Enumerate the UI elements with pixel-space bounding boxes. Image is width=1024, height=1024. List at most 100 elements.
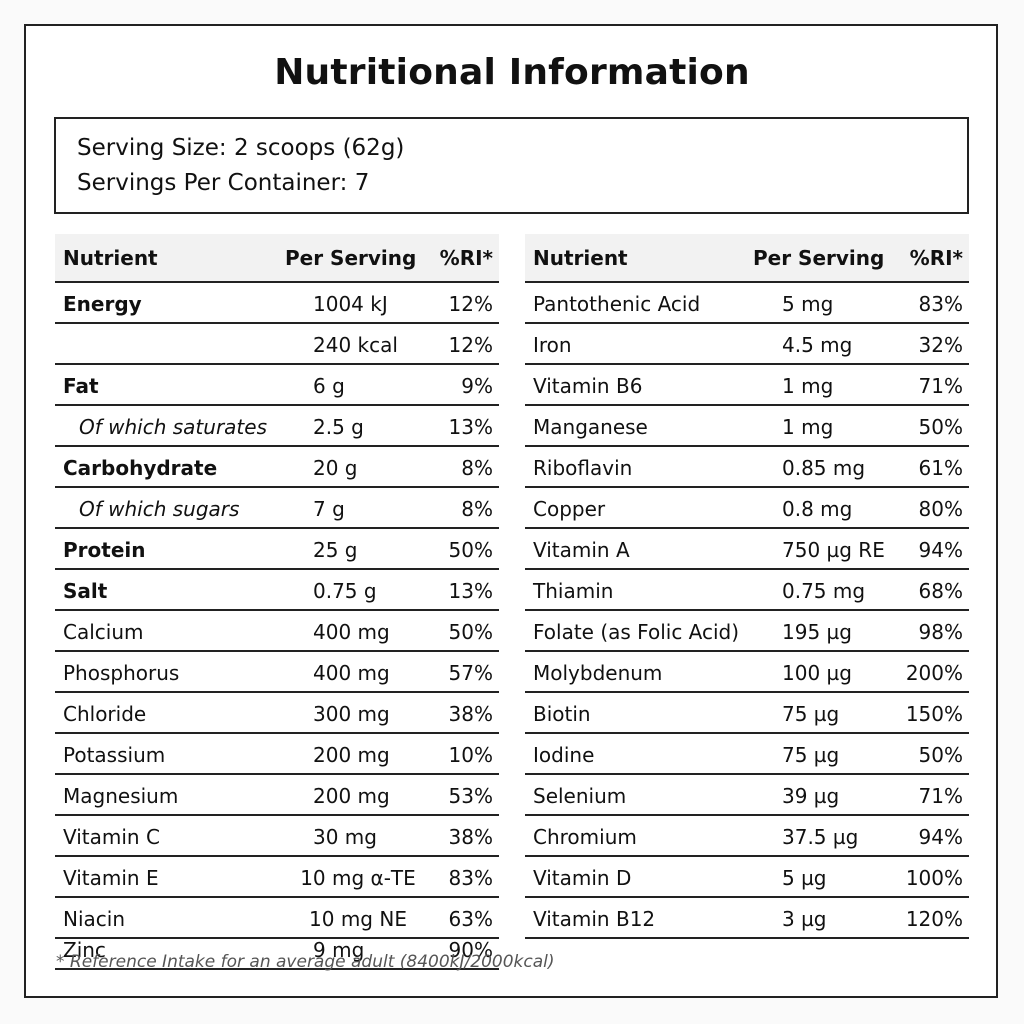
table-header: Nutrient Per Serving %RI* bbox=[55, 234, 499, 283]
table-row: Calcium 400 mg 50% bbox=[55, 611, 499, 652]
table-row: Riboflavin 0.85 mg 61% bbox=[525, 447, 969, 488]
nutrient-value: 1 mg bbox=[782, 415, 834, 439]
table-row: Chromium 37.5 µg 94% bbox=[525, 816, 969, 857]
nutrient-value: 0.75 mg bbox=[782, 579, 866, 603]
table-row: Vitamin A 750 µg RE 94% bbox=[525, 529, 969, 570]
nutrient-ri: 9% bbox=[461, 374, 493, 398]
nutrient-value: 0.8 mg bbox=[782, 497, 853, 521]
table-row: Phosphorus 400 mg 57% bbox=[55, 652, 499, 693]
table-header: Nutrient Per Serving %RI* bbox=[525, 234, 969, 283]
nutrient-ri: 50% bbox=[448, 538, 493, 562]
table-row: Carbohydrate 20 g 8% bbox=[55, 447, 499, 488]
nutrient-name: Of which saturates bbox=[79, 415, 267, 439]
table-row: Molybdenum 100 µg 200% bbox=[525, 652, 969, 693]
nutrient-name: Vitamin C bbox=[63, 825, 160, 849]
nutrient-name: Vitamin D bbox=[533, 866, 632, 890]
table-row: Energy 1004 kJ 12% bbox=[55, 283, 499, 324]
nutrient-value: 200 mg bbox=[313, 784, 390, 808]
nutrient-name: Vitamin E bbox=[63, 866, 159, 890]
table-row: Potassium 200 mg 10% bbox=[55, 734, 499, 775]
nutrient-ri: 8% bbox=[461, 497, 493, 521]
nutrient-name: Niacin bbox=[63, 907, 126, 931]
table-row: Iron 4.5 mg 32% bbox=[525, 324, 969, 365]
table-row: Pantothenic Acid 5 mg 83% bbox=[525, 283, 969, 324]
nutrient-name: Manganese bbox=[533, 415, 648, 439]
table-row: Niacin 10 mg NE 63% bbox=[55, 898, 499, 939]
nutrient-value: 200 mg bbox=[313, 743, 390, 767]
page-title: Nutritional Information bbox=[274, 52, 750, 93]
nutrient-name: Zinc bbox=[63, 938, 106, 962]
nutrient-ri: 71% bbox=[918, 784, 963, 808]
table-row: Vitamin E 10 mg α-TE 83% bbox=[55, 857, 499, 898]
nutrient-name: Iodine bbox=[533, 743, 595, 767]
table-row: Vitamin D 5 µg 100% bbox=[525, 857, 969, 898]
nutrient-name: Energy bbox=[63, 292, 142, 316]
nutrient-value: 1004 kJ bbox=[313, 292, 388, 316]
nutrient-ri: 57% bbox=[448, 661, 493, 685]
nutrient-name: Thiamin bbox=[533, 579, 614, 603]
table-row: 240 kcal 12% bbox=[55, 324, 499, 365]
nutrient-value: 10 mg NE bbox=[309, 907, 407, 931]
nutrient-value: 75 µg bbox=[782, 743, 840, 767]
servings-per-container: Servings Per Container: 7 bbox=[77, 170, 370, 196]
header-nutrient: Nutrient bbox=[533, 246, 628, 270]
nutrient-value: 3 µg bbox=[782, 907, 827, 931]
nutrient-ri: 13% bbox=[448, 579, 493, 603]
nutrient-value: 30 mg bbox=[313, 825, 377, 849]
nutrient-value: 0.85 mg bbox=[782, 456, 866, 480]
nutrient-ri: 98% bbox=[918, 620, 963, 644]
nutrient-value: 5 mg bbox=[782, 292, 834, 316]
nutrient-name: Potassium bbox=[63, 743, 166, 767]
nutrient-name: Phosphorus bbox=[63, 661, 180, 685]
nutrient-value: 5 µg bbox=[782, 866, 827, 890]
nutrient-ri: 12% bbox=[448, 292, 493, 316]
table-row-zinc: Zinc 9 mg 90% bbox=[55, 928, 499, 970]
header-ri: %RI* bbox=[909, 246, 963, 270]
nutrient-ri: 53% bbox=[448, 784, 493, 808]
nutrient-ri: 63% bbox=[448, 907, 493, 931]
nutrient-value: 2.5 g bbox=[313, 415, 364, 439]
table-row: Biotin 75 µg 150% bbox=[525, 693, 969, 734]
table-row: Chloride 300 mg 38% bbox=[55, 693, 499, 734]
nutrient-value: 20 g bbox=[313, 456, 358, 480]
nutrient-ri: 50% bbox=[918, 743, 963, 767]
nutrient-ri: 12% bbox=[448, 333, 493, 357]
nutrient-name: Selenium bbox=[533, 784, 627, 808]
nutrient-name: Molybdenum bbox=[533, 661, 663, 685]
table-row: Salt 0.75 g 13% bbox=[55, 570, 499, 611]
nutrient-value: 39 µg bbox=[782, 784, 840, 808]
nutrient-name: Riboflavin bbox=[533, 456, 633, 480]
nutrient-ri: 120% bbox=[905, 907, 963, 931]
nutrient-ri: 50% bbox=[918, 415, 963, 439]
nutrient-name: Vitamin B6 bbox=[533, 374, 643, 398]
nutrient-ri: 8% bbox=[461, 456, 493, 480]
nutrient-ri: 10% bbox=[448, 743, 493, 767]
nutrient-value: 100 µg bbox=[782, 661, 852, 685]
table-row: Of which saturates 2.5 g 13% bbox=[55, 406, 499, 447]
nutrient-value: 195 µg bbox=[782, 620, 852, 644]
nutrient-ri: 61% bbox=[918, 456, 963, 480]
nutrient-value: 37.5 µg bbox=[782, 825, 859, 849]
nutrient-value: 6 g bbox=[313, 374, 345, 398]
nutrient-ri: 100% bbox=[905, 866, 963, 890]
nutrient-ri: 200% bbox=[905, 661, 963, 685]
nutrient-value: 0.75 g bbox=[313, 579, 377, 603]
nutrient-value: 10 mg α-TE bbox=[300, 866, 416, 890]
nutrient-value: 4.5 mg bbox=[782, 333, 853, 357]
table-row: Iodine 75 µg 50% bbox=[525, 734, 969, 775]
nutrient-name: Copper bbox=[533, 497, 606, 521]
nutrient-value: 400 mg bbox=[313, 620, 390, 644]
header-ri: %RI* bbox=[439, 246, 493, 270]
nutrient-name: Fat bbox=[63, 374, 99, 398]
nutrient-value: 240 kcal bbox=[313, 333, 398, 357]
nutrient-ri: 94% bbox=[918, 825, 963, 849]
nutrient-ri: 38% bbox=[448, 825, 493, 849]
nutrient-ri: 83% bbox=[918, 292, 963, 316]
nutrient-ri: 32% bbox=[918, 333, 963, 357]
header-per-serving: Per Serving bbox=[285, 246, 417, 270]
nutrient-name: Salt bbox=[63, 579, 108, 603]
nutrient-name: Magnesium bbox=[63, 784, 179, 808]
nutrient-value: 25 g bbox=[313, 538, 358, 562]
table-row: Vitamin C 30 mg 38% bbox=[55, 816, 499, 857]
nutrient-ri: 71% bbox=[918, 374, 963, 398]
